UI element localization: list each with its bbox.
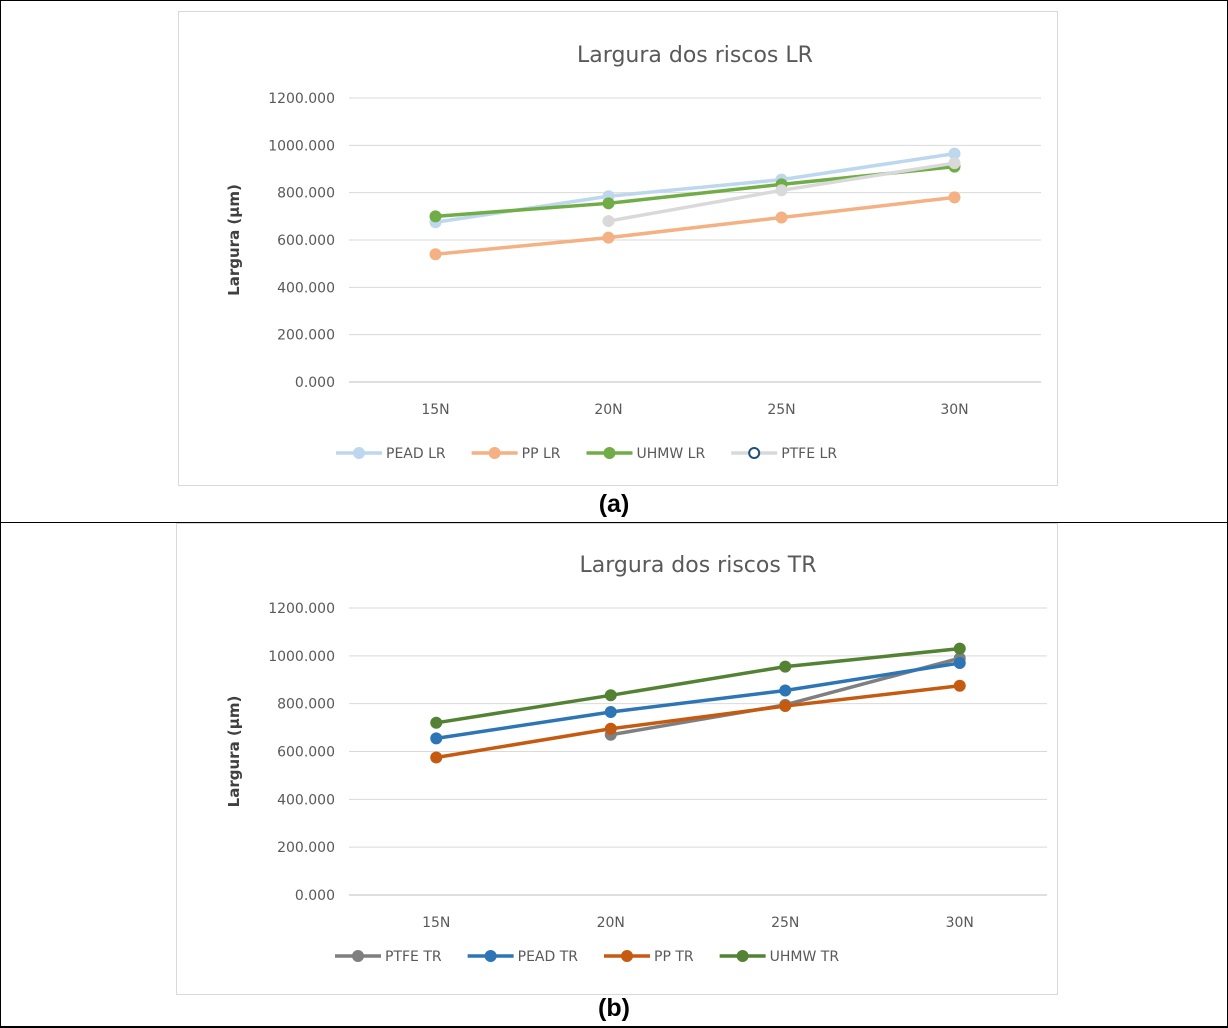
- y-tick-label: 0.000: [295, 888, 335, 904]
- y-tick-label: 200.000: [277, 328, 335, 344]
- data-point: [430, 751, 443, 764]
- series-line: [433, 195, 957, 256]
- y-tick-label: 400.000: [277, 792, 335, 808]
- y-tick-label: 800.000: [277, 186, 335, 202]
- y-tick-label: 1000.000: [268, 138, 335, 154]
- y-tick-label: 800.000: [277, 697, 335, 713]
- caption-a: (a): [598, 490, 630, 518]
- y-tick-label: 200.000: [277, 840, 335, 856]
- data-point: [953, 679, 966, 692]
- data-point: [602, 231, 615, 244]
- legend-marker: [488, 447, 501, 459]
- line-chart-a: Largura dos riscos LR 0.000 200.000 400.000…: [225, 43, 1041, 462]
- legend-label: UHMW LR: [637, 446, 706, 462]
- legend-label: PP TR: [654, 949, 694, 965]
- data-point: [430, 716, 443, 729]
- x-tick-label: 30N: [946, 915, 974, 931]
- legend-marker: [352, 950, 364, 962]
- legend-marker: [353, 447, 365, 459]
- x-tick-label: 15N: [422, 915, 450, 931]
- legend-marker: [603, 447, 616, 459]
- y-tick-label: 1200.000: [268, 601, 335, 617]
- data-point: [779, 660, 792, 673]
- chart-panel-a: Largura dos riscos LR 0.000 200.000 400.000…: [178, 11, 1058, 486]
- data-point: [953, 642, 966, 655]
- y-tick-label: 600.000: [277, 233, 335, 249]
- chart-title: Largura dos riscos LR: [577, 43, 813, 68]
- data-point: [779, 684, 792, 697]
- x-tick-label: 25N: [767, 402, 795, 418]
- data-point: [429, 248, 442, 261]
- data-point: [430, 732, 443, 745]
- y-axis-label: Largura (µm): [225, 184, 243, 296]
- y-tick-label: 1200.000: [268, 91, 335, 107]
- legend-label: UHMW TR: [770, 949, 840, 965]
- x-tick-label: 15N: [421, 402, 449, 418]
- data-point: [602, 215, 615, 228]
- data-point: [604, 689, 617, 702]
- data-point: [604, 722, 617, 735]
- legend-label: PEAD LR: [386, 446, 446, 462]
- chart-title: Largura dos riscos TR: [579, 553, 816, 578]
- chart-panel-b: Largura dos riscos TR 0.000 200.000 400.000…: [176, 523, 1058, 995]
- y-axis-label: Largura (µm): [225, 696, 243, 808]
- legend-marker: [736, 950, 749, 962]
- data-point: [602, 197, 615, 210]
- y-tick-label: 1000.000: [268, 649, 335, 665]
- series-line: [434, 646, 962, 725]
- x-tick-label: 30N: [940, 402, 968, 418]
- panel-divider-bottom: [0, 1026, 1228, 1027]
- caption-b: (b): [598, 994, 630, 1022]
- data-point: [779, 700, 792, 713]
- x-tick-label: 25N: [771, 915, 799, 931]
- data-point: [604, 706, 617, 719]
- panel-divider-top: [0, 522, 1228, 523]
- legend-label: PTFE TR: [385, 949, 442, 965]
- y-tick-label: 600.000: [277, 745, 335, 761]
- data-point: [953, 657, 966, 670]
- legend-label: PP LR: [522, 446, 561, 462]
- data-point: [775, 211, 788, 224]
- legend-marker: [621, 950, 633, 962]
- legend-label: PTFE LR: [781, 446, 837, 462]
- y-tick-label: 0.000: [295, 375, 335, 391]
- series-line: [434, 683, 962, 760]
- legend-marker: [748, 447, 761, 459]
- x-tick-label: 20N: [594, 402, 622, 418]
- y-tick-label: 400.000: [277, 280, 335, 296]
- line-chart-b: Largura dos riscos TR 0.000 200.000 400.000…: [225, 553, 1047, 965]
- series-line: [434, 661, 962, 741]
- legend-marker: [484, 950, 497, 962]
- data-point: [775, 184, 788, 197]
- data-point: [948, 191, 961, 204]
- legend-label: PEAD TR: [518, 949, 579, 965]
- x-tick-label: 20N: [597, 915, 625, 931]
- data-point: [948, 157, 961, 170]
- data-point: [429, 210, 442, 223]
